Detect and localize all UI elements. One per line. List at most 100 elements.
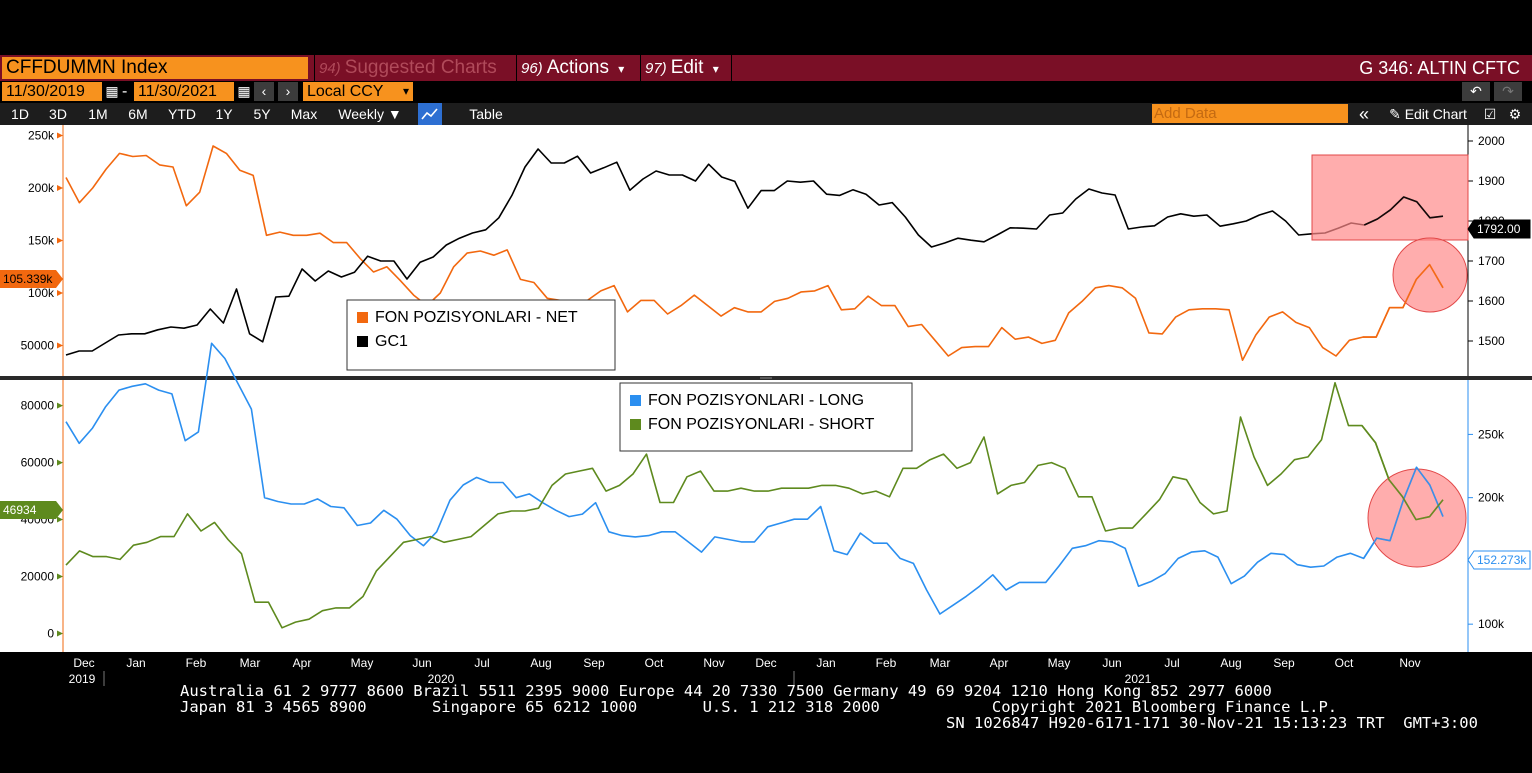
- left-tick-mark: [57, 237, 63, 244]
- x-month-label: Dec: [73, 656, 94, 670]
- period-5y-button[interactable]: 5Y: [253, 106, 271, 122]
- bottom-legend-label: FON POZISYONLARI - LONG: [648, 392, 864, 409]
- settings-gear-icon[interactable]: ⚙: [1508, 106, 1522, 122]
- series-line-gc1: [65, 148, 1444, 356]
- x-year-label: 2021: [1125, 672, 1152, 686]
- left-tick-mark: [57, 342, 63, 349]
- chart-title: G 346: ALTIN CFTC: [1359, 58, 1520, 78]
- next-period-button[interactable]: ›: [278, 82, 298, 101]
- currency-caret-icon: ▾: [402, 84, 409, 98]
- actions-number: 96): [521, 60, 543, 77]
- x-month-label: Dec: [755, 656, 776, 670]
- x-month-label: Mar: [240, 656, 261, 670]
- period-1d-button[interactable]: 1D: [11, 106, 29, 122]
- period-6m-button[interactable]: 6M: [128, 106, 148, 122]
- redo-button[interactable]: ↷: [1494, 82, 1522, 101]
- line-chart-icon[interactable]: [418, 103, 442, 125]
- date-dash: -: [122, 83, 128, 100]
- start-date-field[interactable]: 11/30/2019: [2, 82, 102, 101]
- gc1-last-value-label-box: [1467, 219, 1531, 239]
- actions-label: Actions: [546, 57, 609, 78]
- series-line-net: [65, 145, 1444, 362]
- x-month-label: Jun: [1102, 656, 1121, 670]
- top-legend-label: FON POZISYONLARI - NET: [375, 309, 578, 326]
- period-ytd-button[interactable]: YTD: [168, 106, 196, 122]
- x-month-label: Jan: [816, 656, 835, 670]
- top-legend-swatch: [357, 336, 368, 347]
- frequency-select[interactable]: Weekly ▼: [338, 106, 402, 122]
- right-tick-label: 1900: [1478, 174, 1505, 188]
- series-line-long: [65, 342, 1444, 615]
- x-month-label: Sep: [1273, 656, 1295, 670]
- highlight-circle-top: [1392, 237, 1468, 313]
- footer-line-3: SN 1026847 H920-6171-171 30-Nov-21 15:13…: [946, 714, 1478, 732]
- long-last-value-label-box: [1467, 550, 1531, 570]
- x-month-label: Mar: [930, 656, 951, 670]
- edit-menu[interactable]: 97) Edit ▾: [640, 55, 732, 81]
- pencil-icon: ✎: [1389, 106, 1401, 122]
- x-year-label: 2020: [428, 672, 455, 686]
- actions-menu[interactable]: 96) Actions ▾: [516, 55, 638, 81]
- x-month-label: Oct: [645, 656, 664, 670]
- left-tick-mark: [57, 516, 63, 523]
- series-line-tail-short: [1361, 425, 1444, 521]
- left-tick-label: 50000: [21, 339, 55, 353]
- x-month-label: Feb: [186, 656, 207, 670]
- left-tick-label: 200k: [28, 181, 55, 195]
- x-month-label: Apr: [990, 656, 1009, 670]
- net-last-value-label: 105.339k: [3, 272, 53, 286]
- ticker-field[interactable]: CFFDUMMN Index: [2, 57, 308, 79]
- left-tick-mark: [57, 459, 63, 466]
- left-tick-label: 60000: [21, 456, 55, 470]
- x-year-label: 2019: [69, 672, 96, 686]
- add-data-input[interactable]: Add Data: [1152, 104, 1348, 123]
- right-tick-label: 1600: [1478, 294, 1505, 308]
- footer-line-2: Japan 81 3 4565 8900 Singapore 65 6212 1…: [180, 698, 1338, 716]
- bottom-legend-label: FON POZISYONLARI - SHORT: [648, 416, 875, 433]
- long-last-value-label: 152.273k: [1477, 553, 1527, 567]
- prev-period-button[interactable]: ‹: [254, 82, 274, 101]
- currency-select[interactable]: Local CCY ▾: [303, 82, 413, 101]
- collapse-button[interactable]: «: [1358, 104, 1369, 124]
- left-tick-mark: [57, 402, 63, 409]
- currency-label: Local CCY: [307, 83, 384, 100]
- start-calendar-icon[interactable]: ▦: [104, 82, 120, 101]
- left-tick-mark: [57, 573, 63, 580]
- toolbar-row: [0, 103, 1532, 125]
- period-1y-button[interactable]: 1Y: [215, 106, 233, 122]
- x-month-label: Oct: [1335, 656, 1354, 670]
- end-calendar-icon[interactable]: ▦: [236, 82, 252, 101]
- x-month-label: Aug: [1220, 656, 1241, 670]
- x-month-label: Apr: [293, 656, 312, 670]
- edit-chart-button[interactable]: ✎ Edit Chart: [1382, 103, 1474, 125]
- net-last-value-label-box: [0, 270, 63, 288]
- suggested-charts-number: 94): [319, 60, 341, 77]
- left-tick-label: 0: [47, 626, 54, 640]
- end-date-field[interactable]: 11/30/2021: [134, 82, 234, 101]
- right-tick-label: 1700: [1478, 254, 1505, 268]
- period-3d-button[interactable]: 3D: [49, 106, 67, 122]
- left-tick-label: 100k: [28, 286, 55, 300]
- series-line-tail-gc1: [1363, 196, 1444, 226]
- left-tick-mark: [57, 630, 63, 637]
- period-max-button[interactable]: Max: [290, 106, 318, 122]
- x-month-label: Sep: [583, 656, 605, 670]
- undo-button[interactable]: ↶: [1462, 82, 1490, 101]
- period-1m-button[interactable]: 1M: [88, 106, 108, 122]
- annotate-icon[interactable]: ☑: [1483, 106, 1497, 122]
- edit-caret-icon: ▾: [712, 62, 719, 76]
- x-month-label: Nov: [703, 656, 724, 670]
- right-tick-label: 100k: [1478, 617, 1505, 631]
- bottom-legend-box: [619, 382, 913, 452]
- redo-icon: ↷: [1502, 83, 1514, 99]
- suggested-charts-menu[interactable]: 94) Suggested Charts: [314, 55, 514, 81]
- right-tick-label: 250k: [1478, 427, 1505, 441]
- series-line-tail-long: [1362, 466, 1444, 559]
- left-tick-label: 80000: [21, 399, 55, 413]
- top-legend-box: [346, 299, 616, 371]
- left-tick-label: 20000: [21, 570, 55, 584]
- edit-chart-label: Edit Chart: [1404, 106, 1467, 122]
- x-month-label: Feb: [876, 656, 897, 670]
- top-legend-swatch: [357, 312, 368, 323]
- table-button[interactable]: Table: [469, 106, 503, 122]
